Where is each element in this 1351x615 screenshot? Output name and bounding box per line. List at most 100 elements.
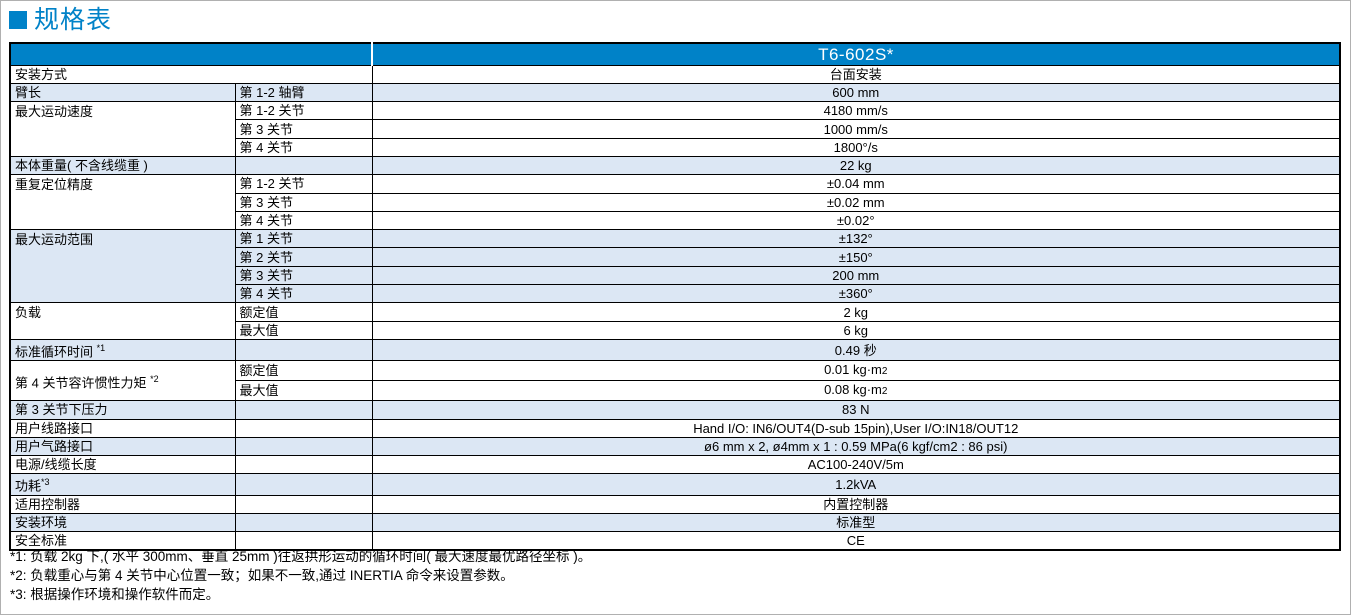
spec-label-cell: 第 3 关节下压力 xyxy=(9,400,236,420)
spec-value-cell: 0.49 秒 xyxy=(371,338,1341,362)
spec-value-cell: ±150° xyxy=(371,247,1341,267)
table-row: 用户气路接口 ø6 mm x 2, ø4mm x 1 : 0.59 MPa(6 … xyxy=(9,436,1341,457)
spec-value-cell: ±132° xyxy=(371,229,1341,249)
spec-value-cell: 内置控制器 xyxy=(371,494,1341,515)
spec-sub-cell xyxy=(234,513,373,533)
spec-value-cell: AC100-240V/5m xyxy=(371,455,1341,475)
spec-sub-cell: 第 3 关节 xyxy=(234,119,373,139)
spec-value-cell: 0.08 kg·m2 xyxy=(371,380,1341,402)
section-header: 规格表 xyxy=(9,6,112,34)
table-row: 第 3 关节下压力 83 N xyxy=(9,400,1341,420)
spec-value-cell: ±0.02° xyxy=(371,210,1341,231)
spec-sub-cell: 第 1-2 关节 xyxy=(234,174,373,194)
spec-value-cell: 6 kg xyxy=(371,320,1341,340)
spec-value-cell: 22 kg xyxy=(371,155,1341,176)
spec-label-cell: 安装环境 xyxy=(9,513,236,533)
spec-sub-cell xyxy=(234,494,373,515)
table-row: 第 4 关节容许惯性力矩 *2 额定值 0.01 kg·m2 xyxy=(9,360,1341,402)
table-row: 功耗*3 1.2kVA xyxy=(9,473,1341,496)
spec-label-cell: 安装方式 xyxy=(9,64,373,84)
spec-value-cell: 200 mm xyxy=(371,265,1341,286)
spec-table: T6-602S* 安装方式 台面安装 臂长 第 1-2 轴臂 600 mm 最大… xyxy=(9,42,1341,552)
spec-value-cell: CE xyxy=(371,531,1341,551)
table-row: 负载 额定值 2 kg xyxy=(9,302,1341,340)
table-row: 最大运动速度 第 1-2 关节 4180 mm/s xyxy=(9,101,1341,157)
spec-value-cell: 1800°/s xyxy=(371,137,1341,157)
spec-sub-cell xyxy=(234,436,373,457)
spec-value-cell: 0.01 kg·m2 xyxy=(371,360,1341,382)
spec-value-cell: ±0.04 mm xyxy=(371,174,1341,194)
spec-label-cell: 最大运动速度 xyxy=(9,101,236,157)
spec-label-cell: 标准循环时间 *1 xyxy=(9,338,236,362)
table-row: 电源/线缆长度 AC100-240V/5m xyxy=(9,455,1341,475)
table-row: 最大值 0.08 kg·m2 xyxy=(10,380,1341,402)
footnotes-block: *1: 负载 2kg 下,( 水平 300mm、垂直 25mm )往返拱形运动的… xyxy=(10,547,591,604)
spec-sub-cell xyxy=(234,455,373,475)
spec-value-cell: ±360° xyxy=(371,284,1341,304)
spec-sub-cell: 第 4 关节 xyxy=(234,284,373,304)
spec-sub-cell xyxy=(234,155,373,176)
table-header-row: T6-602S* xyxy=(9,42,1341,66)
spec-sub-cell: 第 3 关节 xyxy=(234,192,373,212)
spec-label-cell: 负载 xyxy=(9,302,236,340)
table-row: 重复定位精度 第 1-2 关节 ±0.04 mm xyxy=(9,174,1341,231)
header-empty-cell xyxy=(9,42,373,66)
spec-sub-cell xyxy=(234,418,373,438)
spec-label-cell: 第 4 关节容许惯性力矩 *2 xyxy=(9,360,236,402)
table-row: 臂长 第 1-2 轴臂 600 mm xyxy=(9,82,1341,103)
footnote-line: *3: 根据操作环境和操作软件而定。 xyxy=(10,587,220,602)
spec-value-cell: 600 mm xyxy=(371,82,1341,103)
spec-value-cell: ±0.02 mm xyxy=(371,192,1341,212)
footnote-line: *1: 负载 2kg 下,( 水平 300mm、垂直 25mm )往返拱形运动的… xyxy=(10,549,592,564)
table-row: 第 4 关节 ±360° xyxy=(10,284,1341,304)
spec-value-cell: ø6 mm x 2, ø4mm x 1 : 0.59 MPa(6 kgf/cm2… xyxy=(371,436,1341,457)
spec-sub-cell: 第 1 关节 xyxy=(234,229,373,249)
spec-sub-cell xyxy=(234,473,373,496)
table-row: 本体重量( 不含线缆重 ) 22 kg xyxy=(9,155,1341,176)
table-row: 用户线路接口 Hand I/O: IN6/OUT4(D-sub 15pin),U… xyxy=(9,418,1341,438)
spec-sub-cell: 额定值 xyxy=(234,302,373,322)
spec-label-cell: 用户线路接口 xyxy=(9,418,236,438)
table-row: 第 4 关节 1800°/s xyxy=(10,137,1341,157)
footnote-marker: *3 xyxy=(41,477,50,488)
table-row: 安装环境 标准型 xyxy=(9,513,1341,533)
spec-label-cell: 重复定位精度 xyxy=(9,174,236,231)
spec-sub-cell: 第 4 关节 xyxy=(234,210,373,231)
spec-value-cell: 1000 mm/s xyxy=(371,119,1341,139)
spec-sub-cell: 第 3 关节 xyxy=(234,265,373,286)
spec-label-cell: 最大运动范围 xyxy=(9,229,236,304)
table-row: 第 2 关节 ±150° xyxy=(10,247,1341,267)
page-title: 规格表 xyxy=(34,6,113,34)
table-row: 适用控制器 内置控制器 xyxy=(9,494,1341,515)
spec-label-cell: 本体重量( 不含线缆重 ) xyxy=(9,155,236,176)
spec-sub-cell: 最大值 xyxy=(234,320,373,340)
table-row: 第 3 关节 200 mm xyxy=(10,265,1341,286)
footnote-marker: *1 xyxy=(96,342,106,353)
spec-value-cell: Hand I/O: IN6/OUT4(D-sub 15pin),User I/O… xyxy=(371,418,1341,438)
table-row: 安全标准 CE xyxy=(9,531,1341,551)
spec-sub-cell: 第 1-2 关节 xyxy=(234,101,373,121)
spec-value-cell: 83 N xyxy=(371,400,1341,420)
spec-sub-cell xyxy=(234,338,373,362)
spec-sub-cell: 第 1-2 轴臂 xyxy=(234,82,373,103)
spec-sub-cell: 最大值 xyxy=(234,380,373,402)
model-header-cell: T6-602S* xyxy=(371,42,1341,66)
table-row: 最大值 6 kg xyxy=(10,320,1341,340)
spec-label-cell: 电源/线缆长度 xyxy=(9,455,236,475)
table-row: 最大运动范围 第 1 关节 ±132° xyxy=(9,229,1341,304)
spec-label-cell: 适用控制器 xyxy=(9,494,236,515)
spec-sub-cell: 第 2 关节 xyxy=(234,247,373,267)
spec-value-cell: 台面安装 xyxy=(371,64,1341,84)
spec-label-cell: 功耗*3 xyxy=(9,473,236,496)
spec-sub-cell: 第 4 关节 xyxy=(234,137,373,157)
spec-value-cell: 1.2kVA xyxy=(371,473,1341,496)
spec-value-cell: 2 kg xyxy=(371,302,1341,322)
table-row: 安装方式 台面安装 xyxy=(9,64,1341,84)
spec-label-cell: 臂长 xyxy=(9,82,236,103)
spec-sub-cell: 额定值 xyxy=(234,360,373,382)
spec-value-cell: 标准型 xyxy=(371,513,1341,533)
spec-sub-cell xyxy=(234,400,373,420)
table-row: 标准循环时间 *1 0.49 秒 xyxy=(9,338,1341,362)
title-square-icon xyxy=(9,11,27,29)
